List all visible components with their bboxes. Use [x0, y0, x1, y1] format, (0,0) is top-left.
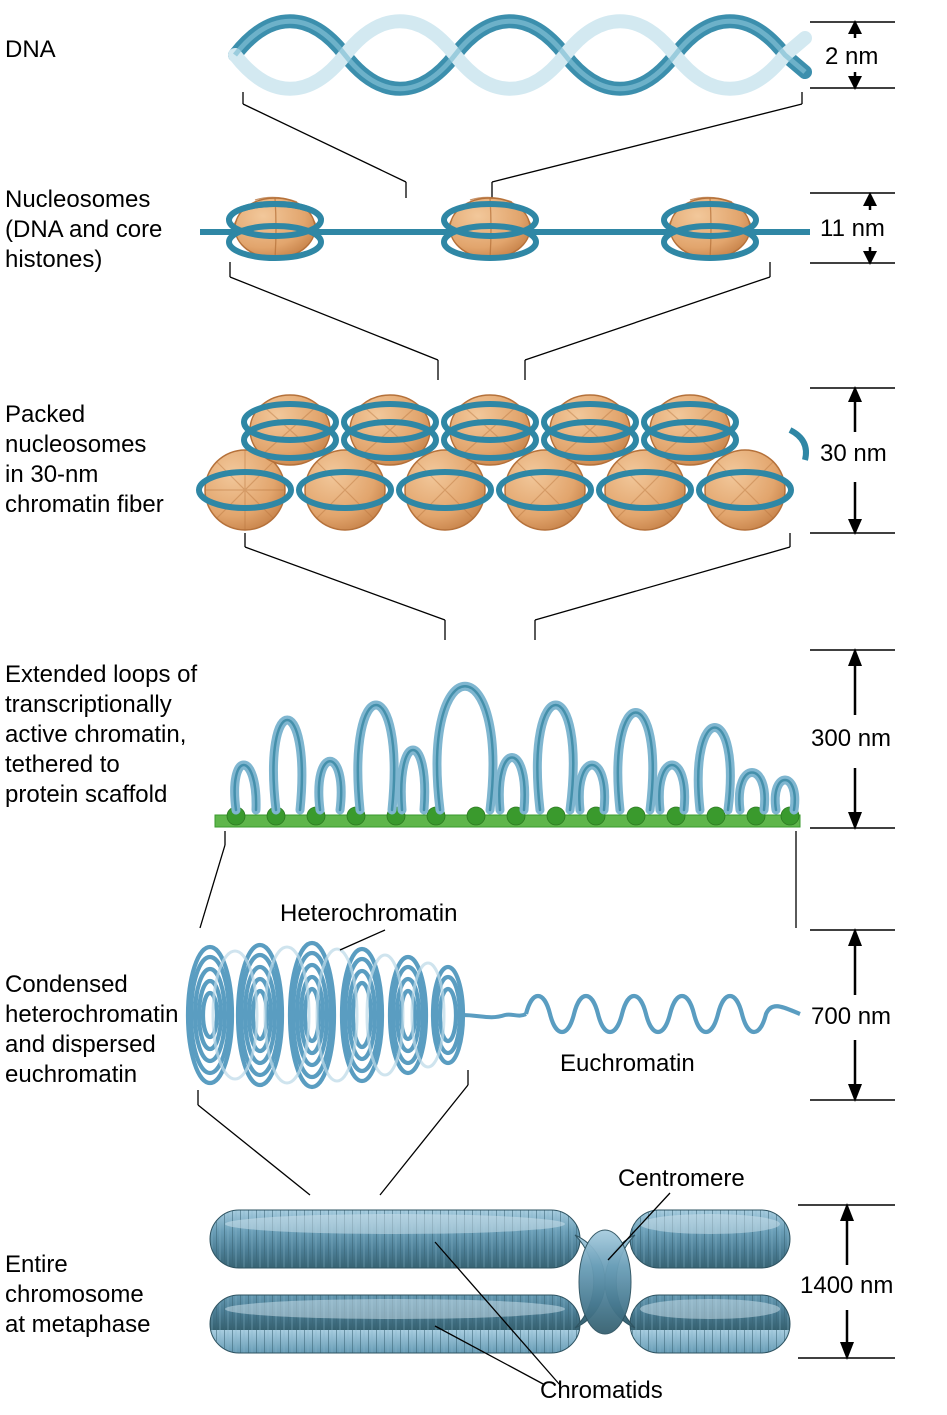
- dna-graphic: [235, 18, 805, 89]
- dimension-2: [810, 192, 895, 265]
- dimension-5: [810, 928, 895, 1102]
- projection-3-4: [245, 533, 790, 640]
- dimension-3: [810, 386, 895, 535]
- diagram-svg: [0, 10, 947, 1405]
- dimension-1: [810, 20, 895, 90]
- chromatin-packaging-diagram: DNA Nucleosomes (DNA and core histones) …: [0, 10, 947, 1405]
- chromosome-graphic: [210, 1210, 790, 1353]
- projection-1-2: [243, 92, 802, 198]
- hetero-euchromatin-graphic: [188, 943, 800, 1087]
- dimension-4: [810, 648, 895, 830]
- projection-2-3: [230, 262, 770, 380]
- dimension-6: [798, 1203, 895, 1360]
- projection-5-6: [198, 1070, 468, 1195]
- nucleosomes-graphic: [200, 197, 810, 258]
- projection-4-5: [200, 831, 796, 928]
- loops-graphic: [215, 686, 800, 827]
- chromatin-fiber-graphic: [199, 395, 806, 530]
